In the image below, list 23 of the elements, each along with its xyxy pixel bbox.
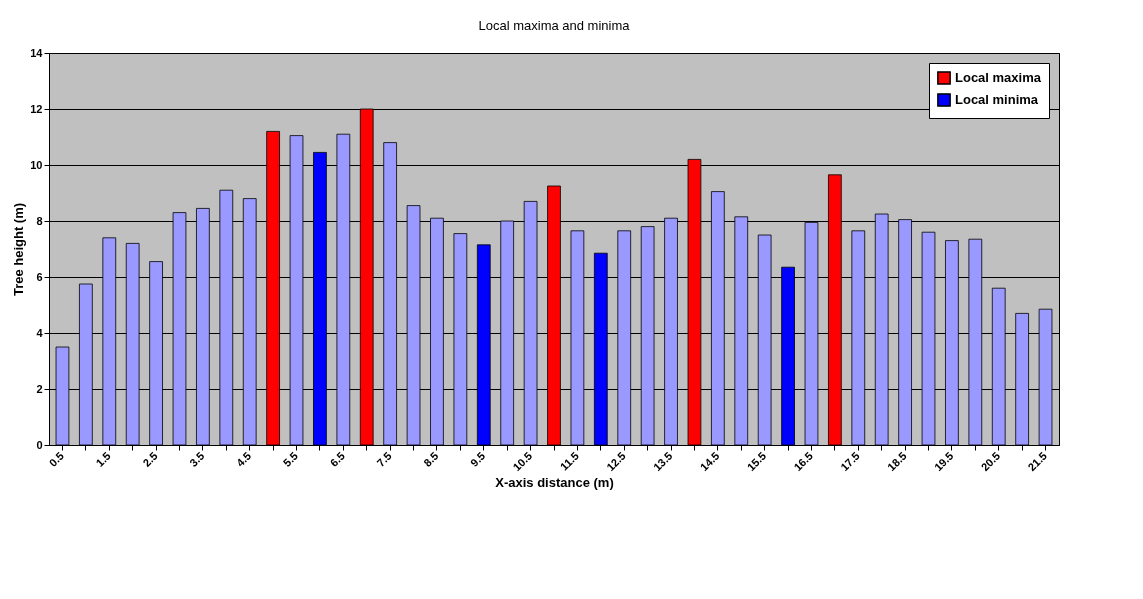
y-tick-label: 2 xyxy=(36,382,43,395)
x-tick-label: 9.5 xyxy=(468,449,488,469)
legend-label: Local minima xyxy=(955,92,1039,107)
x-tick-label: 3.5 xyxy=(187,449,207,469)
x-tick-label: 2.5 xyxy=(140,449,160,469)
y-tick-label: 10 xyxy=(30,158,43,171)
y-tick-label: 0 xyxy=(36,438,43,451)
x-tick-label: 1.5 xyxy=(93,449,113,469)
x-tick-label: 4.5 xyxy=(233,449,254,469)
legend-label: Local maxima xyxy=(955,70,1042,85)
x-axis-title: X-axis distance (m) xyxy=(495,475,614,491)
y-tick-label: 14 xyxy=(30,46,44,59)
y-tick-label: 6 xyxy=(36,270,43,283)
x-tick-label: 7.5 xyxy=(374,449,394,469)
y-tick-label: 8 xyxy=(36,214,43,227)
chart-title: Local maxima and minima xyxy=(478,18,631,33)
y-tick-label: 12 xyxy=(30,102,43,115)
x-tick-label: 8.5 xyxy=(421,449,441,469)
y-tick-label: 4 xyxy=(36,326,44,339)
x-tick-label: 6.5 xyxy=(327,449,347,469)
x-tick-label: 5.5 xyxy=(280,449,301,469)
x-tick-label: 0.5 xyxy=(46,449,66,469)
y-axis-title: Tree height (m) xyxy=(11,202,27,297)
